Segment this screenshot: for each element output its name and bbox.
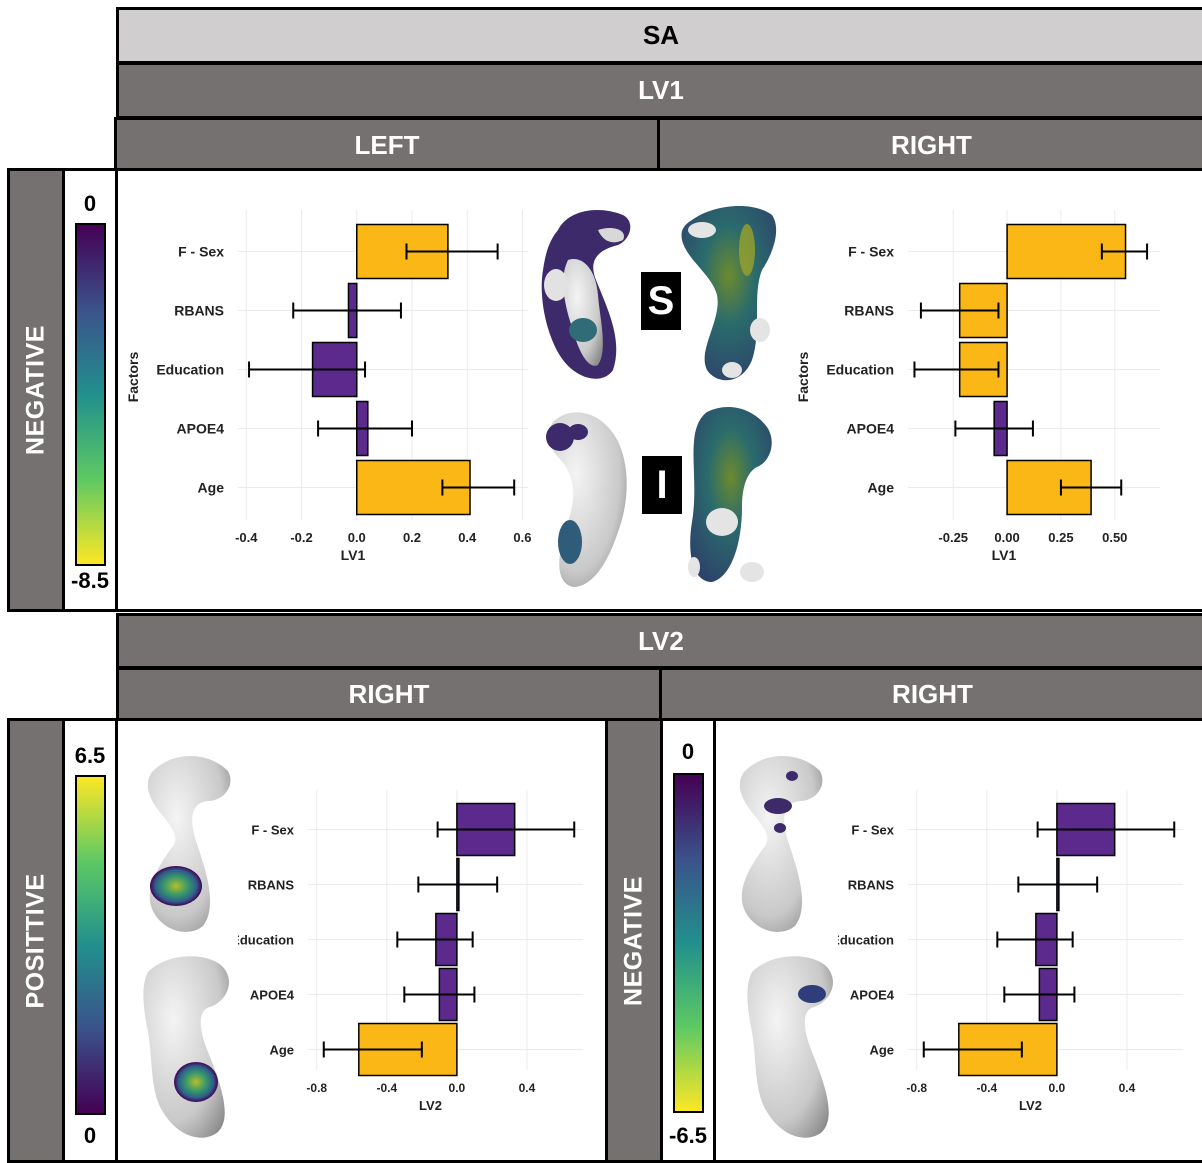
lv1-side-label: NEGATIVE — [7, 168, 65, 612]
category-label: Age — [269, 1043, 294, 1058]
lv2-left-header: RIGHT — [116, 667, 662, 722]
y-axis-label: Factors — [795, 352, 811, 403]
lv1-colorbar-top: 0 — [83, 191, 97, 216]
lv2-right-inferior-brain — [747, 956, 833, 1138]
lv1-side-text: NEGATIVE — [21, 325, 50, 455]
x-tick-label: -0.25 — [938, 530, 968, 545]
lv1-right-header-text: RIGHT — [891, 129, 972, 160]
x-tick-label: -0.4 — [976, 1081, 997, 1095]
x-tick-label: 0.0 — [348, 530, 366, 545]
lv2-right-colorbar-top: 0 — [681, 739, 695, 764]
x-tick-label: 0.4 — [1119, 1081, 1136, 1095]
category-label: Education — [838, 933, 894, 948]
lv2-right-side-label: NEGATIVE — [605, 718, 663, 1163]
category-label: Age — [198, 480, 225, 496]
inferior-view-label: I — [642, 456, 682, 514]
superior-view-label: S — [641, 272, 681, 330]
x-axis-label: LV2 — [1019, 1098, 1042, 1113]
lv1-right-inferior-brain — [688, 407, 772, 582]
category-label: APOE4 — [250, 988, 295, 1003]
category-label: F - Sex — [178, 244, 224, 260]
lv1-right-chart: F - Sex RBANS Education APOE4 Age -0.25 0.00 0.… — [795, 210, 1160, 563]
lv2-right-header-text: RIGHT — [892, 679, 973, 709]
x-tick-label: 0.0 — [449, 1081, 466, 1095]
lv1-right-superior-brain — [681, 205, 777, 381]
category-label: APOE4 — [847, 421, 895, 437]
category-label: Age — [869, 1043, 894, 1058]
category-label: RBANS — [848, 878, 895, 893]
category-label: APOE4 — [177, 421, 225, 437]
category-label: Age — [868, 480, 895, 496]
lv2-header: LV2 — [116, 613, 1202, 669]
x-tick-label: 0.00 — [994, 530, 1019, 545]
lv1-left-chart: F - Sex RBANS Education APOE4 Age -0.4 -0.2 0.0… — [125, 210, 532, 563]
title-text: SA — [642, 20, 680, 50]
category-label: Education — [238, 933, 294, 948]
lv2-left-side-label: POSITTIVE — [7, 718, 65, 1163]
x-tick-label: 0.4 — [519, 1081, 536, 1095]
lv2-right-chart: F - Sex RBANS Education APOE4 Age -0.8 -0.4 0.0… — [838, 790, 1183, 1113]
lv1-right-header: RIGHT — [657, 117, 1202, 173]
lv2-right-header: RIGHT — [659, 667, 1202, 722]
lv2-left-superior-brain — [147, 756, 231, 932]
lv1-header-text: LV1 — [638, 75, 684, 105]
lv2-right-superior-brain — [739, 756, 823, 932]
title-header: SA — [116, 7, 1202, 64]
x-axis-label: LV1 — [992, 547, 1017, 563]
category-label: RBANS — [248, 878, 295, 893]
x-axis-label: LV2 — [419, 1098, 442, 1113]
lv1-colorbar-bottom: -8.5 — [71, 568, 109, 593]
x-tick-label: 0.0 — [1049, 1081, 1066, 1095]
lv2-left-colorbar — [75, 775, 106, 1115]
x-tick-label: 0.4 — [458, 530, 477, 545]
lv2-left-chart: F - Sex RBANS Education APOE4 Age -0.8 -0.4 0.0… — [238, 790, 583, 1113]
x-tick-label: 0.25 — [1048, 530, 1073, 545]
x-tick-label: 0.6 — [513, 530, 531, 545]
lv2-left-colorbar-top: 6.5 — [74, 743, 106, 768]
lv2-right-colorbar-bottom: -6.5 — [669, 1123, 707, 1148]
x-axis-label: LV1 — [341, 547, 366, 563]
lv2-left-colorbar-box: 6.5 0 — [62, 718, 118, 1163]
category-label: APOE4 — [850, 988, 895, 1003]
lv2-left-side-text: POSITTIVE — [21, 872, 50, 1009]
category-label: RBANS — [174, 303, 224, 319]
x-tick-label: -0.4 — [235, 530, 258, 545]
lv2-header-text: LV2 — [638, 625, 684, 656]
lv1-left-header-text: LEFT — [354, 129, 420, 160]
lv2-right-side-text: NEGATIVE — [619, 875, 648, 1006]
lv1-left-inferior-brain — [546, 412, 627, 587]
x-tick-label: -0.8 — [306, 1081, 327, 1095]
y-axis-label: Factors — [125, 352, 141, 403]
x-tick-label: -0.8 — [906, 1081, 927, 1095]
lv1-left-header: LEFT — [114, 117, 660, 173]
x-tick-label: -0.2 — [290, 530, 312, 545]
x-tick-label: 0.50 — [1102, 530, 1127, 545]
lv1-colorbar — [75, 223, 106, 566]
lv1-left-superior-brain — [541, 210, 631, 379]
lv1-colorbar-box: 0 -8.5 — [62, 168, 118, 612]
category-label: RBANS — [844, 303, 894, 319]
category-label: F - Sex — [848, 244, 894, 260]
category-label: F - Sex — [251, 823, 294, 838]
x-tick-label: 0.2 — [403, 530, 421, 545]
lv2-right-colorbar-box: 0 -6.5 — [660, 718, 716, 1163]
lv1-header: LV1 — [116, 62, 1202, 119]
lv2-left-colorbar-bottom: 0 — [83, 1123, 97, 1148]
category-label: Education — [826, 362, 894, 378]
lv2-right-colorbar — [673, 773, 704, 1113]
x-tick-label: -0.4 — [376, 1081, 397, 1095]
lv2-left-inferior-brain — [143, 956, 229, 1138]
category-label: F - Sex — [851, 823, 894, 838]
category-label: Education — [156, 362, 224, 378]
lv2-left-header-text: RIGHT — [348, 679, 430, 709]
